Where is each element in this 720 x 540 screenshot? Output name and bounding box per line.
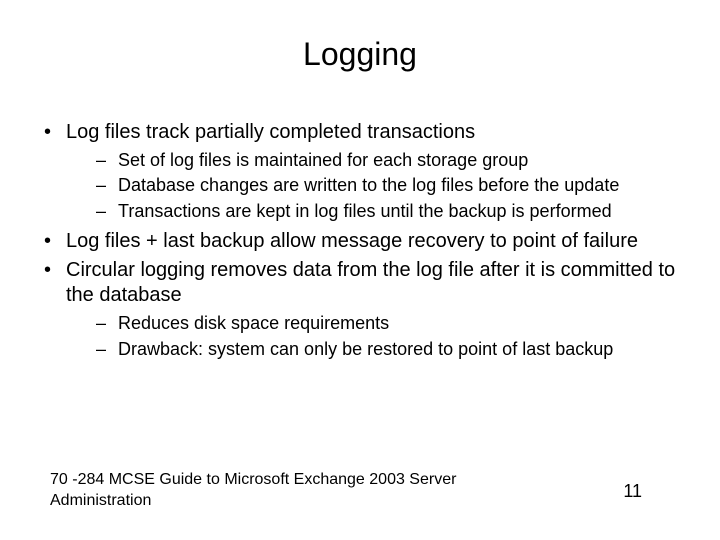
bullet-text: Drawback: system can only be restored to… — [118, 339, 613, 359]
bullet-list: Log files track partially completed tran… — [42, 120, 678, 361]
list-item: Reduces disk space requirements — [66, 312, 678, 335]
slide: Logging Log files track partially comple… — [0, 0, 720, 540]
bullet-text: Database changes are written to the log … — [118, 175, 619, 195]
page-number: 11 — [623, 481, 642, 502]
bullet-text: Transactions are kept in log files until… — [118, 201, 612, 221]
sub-list: Reduces disk space requirements Drawback… — [66, 312, 678, 361]
list-item: Database changes are written to the log … — [66, 174, 678, 197]
slide-title: Logging — [0, 36, 720, 73]
bullet-text: Circular logging removes data from the l… — [66, 259, 675, 306]
list-item: Drawback: system can only be restored to… — [66, 338, 678, 361]
bullet-text: Reduces disk space requirements — [118, 313, 389, 333]
slide-body: Log files track partially completed tran… — [42, 120, 678, 367]
footer-text: 70 -284 MCSE Guide to Microsoft Exchange… — [50, 470, 490, 512]
bullet-text: Log files track partially completed tran… — [66, 121, 475, 143]
bullet-text: Set of log files is maintained for each … — [118, 150, 528, 170]
sub-list: Set of log files is maintained for each … — [66, 149, 678, 223]
list-item: Log files + last backup allow message re… — [42, 229, 678, 254]
list-item: Set of log files is maintained for each … — [66, 149, 678, 172]
list-item: Circular logging removes data from the l… — [42, 258, 678, 361]
bullet-text: Log files + last backup allow message re… — [66, 230, 638, 252]
list-item: Transactions are kept in log files until… — [66, 200, 678, 223]
list-item: Log files track partially completed tran… — [42, 120, 678, 223]
